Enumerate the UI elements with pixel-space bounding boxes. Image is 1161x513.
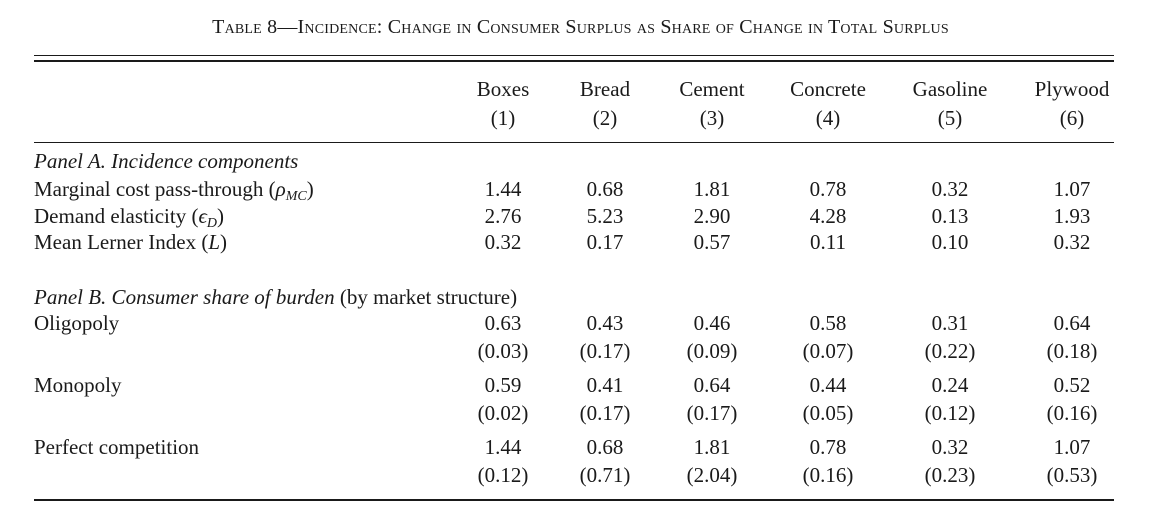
panel-b-title-text: Panel B. Consumer share of burden [34,285,340,309]
table-cell: 2.76 [484,204,522,228]
table-cell: 0.13 [931,204,969,228]
math-subscript: MC [285,189,307,204]
standard-error-cell: (0.02) [477,401,529,425]
column-number: (6) [1059,106,1085,130]
table-cell: 0.11 [810,230,846,254]
standard-error-cell: (0.12) [924,401,976,425]
table-cell: 0.41 [586,373,624,397]
math-symbol: ρ [275,177,286,201]
table-cell: 5.23 [586,204,624,228]
table-cell: 1.93 [1053,204,1091,228]
standard-error-cell: (0.71) [579,463,631,487]
row-label: Demand elasticity (ϵD) [34,204,225,231]
row-label: Marginal cost pass-through (ρMC) [34,177,314,204]
table-cell: 1.44 [484,435,522,459]
bottom-rule [34,499,1114,501]
column-name: Bread [579,77,631,101]
table-cell: 0.58 [809,311,847,335]
column-header: Boxes (1) [448,75,558,133]
standard-error-cell: (0.03) [477,339,529,363]
column-name: Boxes [476,77,530,101]
standard-error-cell: (0.22) [924,339,976,363]
column-header: Gasoline (5) [895,75,1005,133]
standard-error-cell: (0.53) [1046,463,1098,487]
table-cell: 0.68 [586,435,624,459]
table-cell: 0.68 [586,177,624,201]
table-cell: 0.64 [693,373,731,397]
table-cell: 0.32 [1053,230,1091,254]
standard-error-cell: (0.09) [686,339,738,363]
table-cell: 0.32 [931,435,969,459]
column-number: (4) [815,106,841,130]
column-number: (1) [490,106,516,130]
table-cell: 0.10 [931,230,969,254]
table-cell: 0.32 [484,230,522,254]
table-cell: 1.07 [1053,435,1091,459]
header-rule [34,142,1114,143]
column-number: (2) [592,106,618,130]
column-name: Concrete [790,77,866,101]
table-cell: 0.78 [809,435,847,459]
panel-b-title: Panel B. Consumer share of burden (by ma… [34,285,517,310]
table-caption: Table 8—Incidence: Change in Consumer Su… [212,16,949,38]
row-label: Oligopoly [34,311,120,335]
table-cell: 0.32 [931,177,969,201]
column-header: Bread (2) [550,75,660,133]
column-name: Plywood [1034,77,1110,101]
table-cell: 0.57 [693,230,731,254]
column-name: Gasoline [912,77,988,101]
standard-error-cell: (0.12) [477,463,529,487]
row-label: Mean Lerner Index (L) [34,230,228,254]
math-symbol: L [208,230,221,254]
column-header: Concrete (4) [773,75,883,133]
table-cell: 0.52 [1053,373,1091,397]
column-name: Cement [679,77,745,101]
table-cell: 0.59 [484,373,522,397]
panel-b-title-paren: (by market structure) [339,285,518,309]
row-label: Monopoly [34,373,122,397]
top-rule-thick [34,60,1114,62]
column-number: (5) [937,106,963,130]
standard-error-cell: (0.17) [579,339,631,363]
table-cell: 0.46 [693,311,731,335]
row-label: Perfect competition [34,435,200,459]
standard-error-cell: (0.17) [686,401,738,425]
table-cell: 1.44 [484,177,522,201]
math-symbol: ϵ [198,204,207,228]
table-cell: 1.07 [1053,177,1091,201]
table-cell: 0.24 [931,373,969,397]
standard-error-cell: (0.23) [924,463,976,487]
table-cell: 0.63 [484,311,522,335]
table-cell: 4.28 [809,204,847,228]
standard-error-cell: (0.18) [1046,339,1098,363]
table-cell: 1.81 [693,177,731,201]
standard-error-cell: (0.16) [1046,401,1098,425]
table-cell: 0.78 [809,177,847,201]
standard-error-cell: (0.16) [802,463,854,487]
standard-error-cell: (0.07) [802,339,854,363]
math-subscript: D [206,216,218,231]
table-cell: 2.90 [693,204,731,228]
standard-error-cell: (0.17) [579,401,631,425]
column-header: Plywood (6) [1017,75,1127,133]
table-cell: 0.44 [809,373,847,397]
table-cell: 1.81 [693,435,731,459]
table-cell: 0.17 [586,230,624,254]
table-cell: 0.43 [586,311,624,335]
standard-error-cell: (2.04) [686,463,738,487]
column-number: (3) [699,106,725,130]
top-rule [34,55,1114,56]
panel-a-title: Panel A. Incidence components [34,149,299,173]
table-cell: 0.31 [931,311,969,335]
standard-error-cell: (0.05) [802,401,854,425]
table-cell: 0.64 [1053,311,1091,335]
column-header: Cement (3) [657,75,767,133]
